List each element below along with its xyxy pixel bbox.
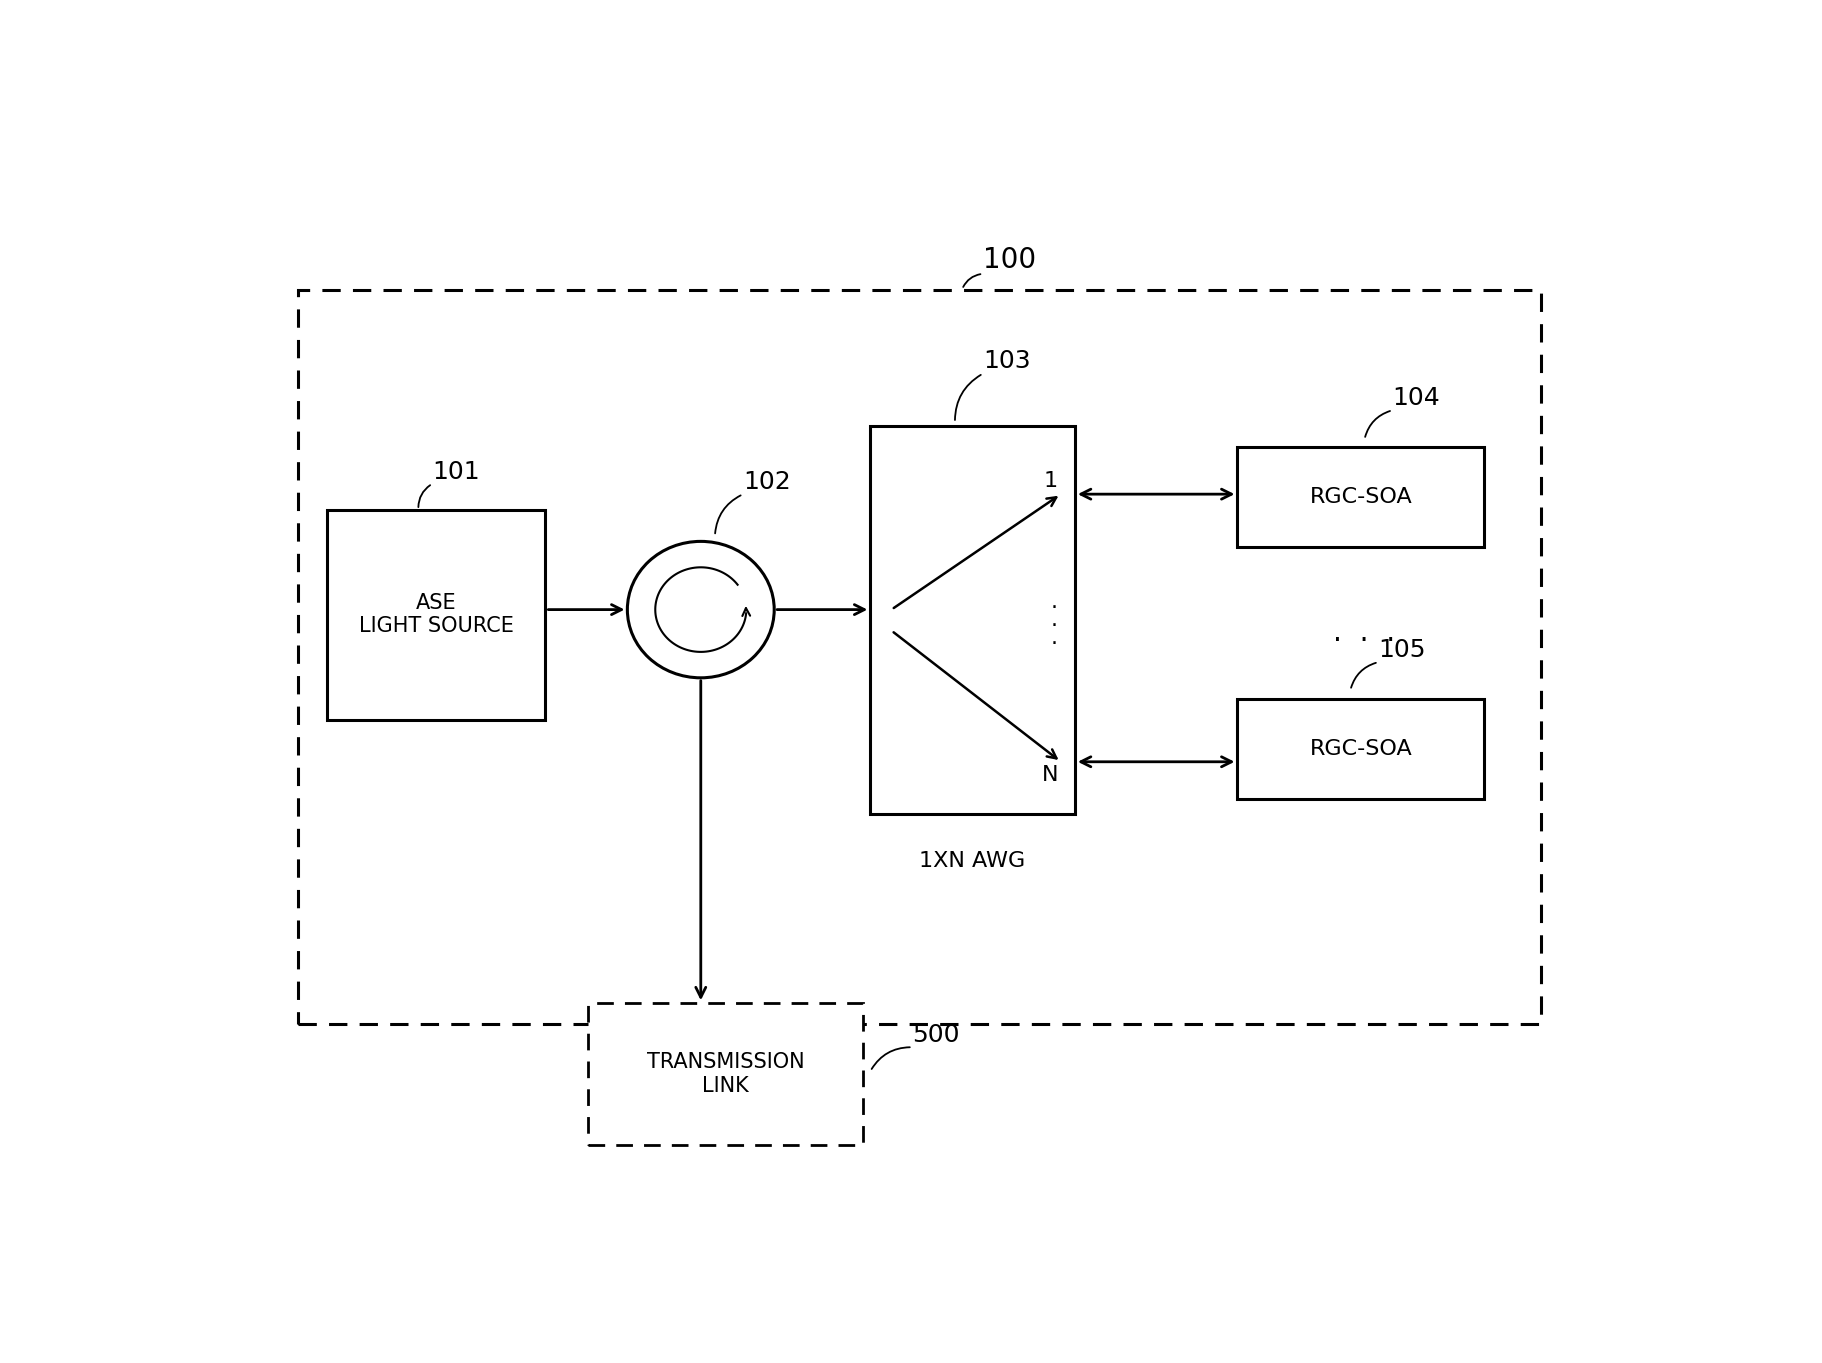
Text: 102: 102 bbox=[743, 470, 791, 495]
Text: N: N bbox=[1042, 765, 1059, 785]
Text: .
.
.: . . . bbox=[1051, 592, 1059, 649]
Ellipse shape bbox=[627, 541, 774, 677]
Text: RGC-SOA: RGC-SOA bbox=[1310, 739, 1412, 759]
Bar bbox=[299, 289, 1541, 1024]
Text: 104: 104 bbox=[1392, 386, 1441, 410]
Text: ASE
LIGHT SOURCE: ASE LIGHT SOURCE bbox=[359, 593, 514, 637]
Text: 100: 100 bbox=[984, 245, 1037, 274]
Bar bbox=[871, 425, 1075, 814]
Text: 103: 103 bbox=[984, 349, 1031, 373]
Text: 105: 105 bbox=[1379, 638, 1427, 662]
Bar bbox=[1237, 447, 1485, 547]
Bar bbox=[1237, 699, 1485, 799]
Text: 101: 101 bbox=[432, 459, 481, 484]
Text: 1XN AWG: 1XN AWG bbox=[920, 851, 1026, 871]
Bar bbox=[326, 510, 545, 720]
Text: RGC-SOA: RGC-SOA bbox=[1310, 487, 1412, 507]
Bar bbox=[589, 1003, 864, 1145]
Text: 1: 1 bbox=[1044, 472, 1059, 491]
Text: 500: 500 bbox=[913, 1024, 960, 1047]
Text: ·  ·  ·: · · · bbox=[1334, 627, 1396, 656]
Text: TRANSMISSION
LINK: TRANSMISSION LINK bbox=[647, 1052, 804, 1096]
